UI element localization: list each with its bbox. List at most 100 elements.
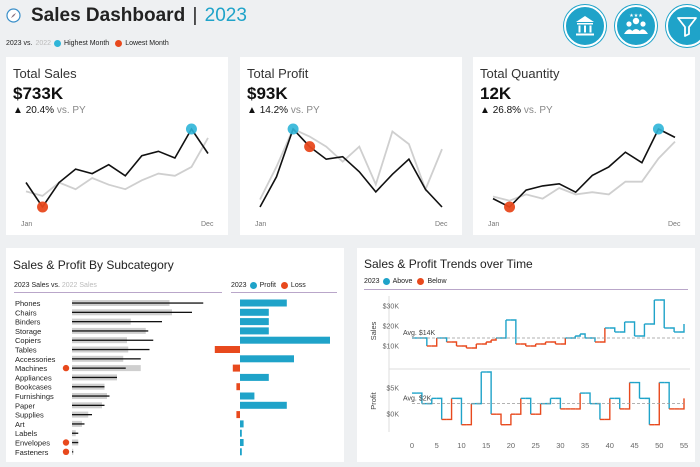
bank-icon[interactable] [564,5,606,47]
profit-step-segment [594,402,601,420]
sales-bar [72,404,105,406]
kpi-change-value: 14.2% [259,105,289,116]
x-tick-label: 10 [457,441,465,450]
sales-tick-label: $20K [383,324,400,331]
profit-bar [240,448,242,456]
legend-high-dot [54,40,62,47]
profit-bar [240,392,255,400]
month-start: Jan [488,221,500,228]
sales-step-segment [575,334,581,337]
subcategory-label: Fasteners [15,448,49,457]
profit-legend: 2023 Profit Loss [231,282,306,289]
kpi-arrow: ▲ [247,105,257,116]
sales-bar [72,339,154,341]
compass-icon[interactable] [6,8,21,23]
month-end: Dec [668,221,681,228]
sales-bar [72,348,150,351]
sales-step-segment [679,324,685,333]
sales-step-segment [550,341,557,344]
profit-tick-label: $5K [387,385,400,392]
filter-icon[interactable] [666,5,700,47]
lowest-month-marker [304,141,316,153]
profit-bar [240,327,269,335]
kpi-value: 12K [480,84,512,103]
subcategory-label: Appliances [15,373,52,382]
users-icon[interactable]: ★★★ [615,5,657,47]
trends-legend-year: 2023 [364,278,380,285]
profit-step-segment [486,371,492,415]
subcategory-title: Sales & Profit By Subcategory [13,258,174,272]
sales-step-segment [510,319,517,344]
sales-sparkline [25,123,209,213]
kpi-label: Total Sales [13,66,77,81]
sales-step-segment [629,321,636,336]
sales-bar [72,423,85,425]
title-year: 2023 [204,5,247,26]
highest-month-marker [287,123,299,135]
subcategory-label: Art [15,420,26,429]
subcategory-label: Storage [15,327,41,336]
kpi-change-value: 26.8% [492,105,522,116]
profit-axis-label: Profit [369,391,378,409]
profit-step-segment [456,397,463,425]
sales-bar [72,330,149,332]
quantity-sparkline [492,123,676,213]
svg-text:★★★: ★★★ [629,13,643,19]
loss-legend-dot [280,282,288,289]
legend-prior: 2022 [35,40,52,47]
loss-flag-marker [62,439,70,446]
profit-step-segment [466,403,473,426]
sales-legend-prior: 2022 Sales [61,282,97,289]
subcategory-label: Machines [15,364,47,373]
profit-legend-label: Profit [259,282,276,289]
kpi-card-profit: Total Profit $93K ▲ 14.2% vs. PY Jan Dec [240,57,462,235]
kpi-change-value: 20.4% [25,105,55,116]
sales-step-segment [431,338,438,347]
profit-step-segment [545,398,552,405]
legend-high-label: Highest Month [64,40,110,47]
sales-bar [72,321,162,323]
profit-legend-rule [231,292,337,293]
sales-bar [72,395,110,397]
profit-legend-dot [249,282,257,289]
profit-step-segment [654,382,660,426]
profit-step-segment [446,398,453,421]
highest-month-marker [652,123,664,135]
sales-step-segment [481,342,487,345]
profit-step-segment [604,398,611,421]
subcategory-label: Paper [15,401,36,410]
sales-legend-prefix: 2023 Sales vs. [14,282,60,289]
current-year-line [492,127,676,208]
kpi-label: Total Profit [247,66,309,81]
sales-step-segment [461,345,468,348]
profit-step-segment [496,413,502,425]
subcategory-label: Furnishings [15,392,54,401]
profit-step-segment [535,403,542,415]
page-title: Sales Dashboard [31,5,186,26]
kpi-vs: vs. PY [523,105,553,116]
profit-bar [240,336,330,344]
profit-bar [240,429,242,437]
profit-bar [240,299,287,307]
month-start: Jan [255,221,267,228]
above-legend-label: Above [392,278,413,285]
loss-legend-label: Loss [290,282,306,289]
trends-legend-rule [364,289,688,290]
subcategory-label: Copiers [15,336,41,345]
sales-step-segment [609,327,616,332]
sales-step-segment [530,344,537,347]
profit-step-segment [505,414,512,426]
sales-step-segment [501,320,507,339]
month-end: Dec [201,221,214,228]
sales-step-segment [471,344,477,349]
kpi-arrow: ▲ [13,105,23,116]
sales-bar [72,386,105,388]
kpi-change: ▲ 14.2% vs. PY [247,105,320,116]
sales-step-segment [421,337,428,346]
legend-low-label: Lowest Month [125,40,169,47]
sales-average-label: Avg. $14K [403,330,436,337]
prior-year-line [492,140,676,202]
kpi-change: ▲ 20.4% vs. PY [13,105,86,116]
subcategory-label: Tables [15,346,37,355]
header-legend: 2023 vs. 2022 Highest Month Lowest Month [6,40,169,47]
